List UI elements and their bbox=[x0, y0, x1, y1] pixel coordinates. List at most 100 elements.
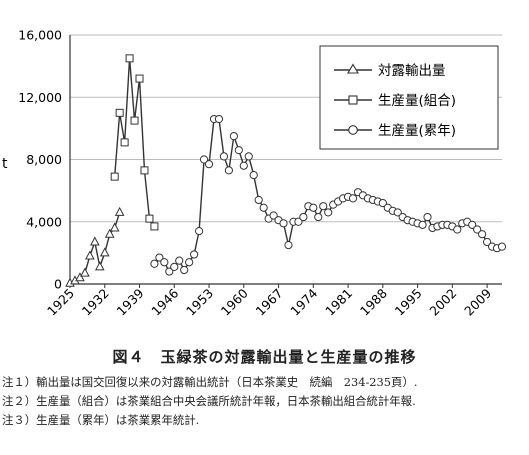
data-point bbox=[89, 236, 100, 246]
circle-marker-icon bbox=[348, 125, 358, 135]
y-axis-label: t bbox=[2, 156, 8, 172]
data-point bbox=[214, 114, 224, 124]
data-point bbox=[99, 247, 110, 257]
data-point bbox=[244, 152, 253, 161]
y-tick-label: 8,000 bbox=[26, 152, 62, 167]
series-2 bbox=[150, 114, 507, 276]
data-point bbox=[299, 212, 308, 222]
square-marker-icon bbox=[348, 95, 358, 105]
data-point bbox=[195, 226, 204, 236]
data-point bbox=[234, 146, 243, 155]
y-tick-label: 0 bbox=[54, 277, 62, 292]
axes bbox=[69, 35, 502, 288]
data-point bbox=[393, 208, 402, 217]
data-point bbox=[418, 220, 427, 229]
data-point bbox=[294, 217, 303, 226]
data-point bbox=[145, 214, 154, 223]
y-tick-labels: 0 4,000 8,000 12,000 16,000 bbox=[18, 28, 62, 292]
series-0 bbox=[65, 206, 125, 287]
data-series bbox=[65, 54, 507, 287]
data-point bbox=[284, 240, 293, 250]
x-tick-label: 1960 bbox=[218, 285, 251, 318]
data-point bbox=[219, 152, 229, 161]
legend: 対露輸出量 生産量(組合) 生産量(累年) bbox=[319, 45, 499, 150]
x-tick-label: 2009 bbox=[461, 285, 494, 318]
x-tick-label: 1953 bbox=[183, 286, 216, 319]
data-point bbox=[423, 212, 432, 222]
data-point bbox=[279, 219, 288, 228]
legend-item-production-union: 生産量(組合) bbox=[334, 93, 456, 109]
data-point bbox=[483, 237, 492, 247]
y-tick-label: 12,000 bbox=[18, 90, 62, 105]
note-1: 注１）輸出量は国交回復以来の対露輸出統計（日本茶業史 続編 234-235頁）. bbox=[2, 375, 418, 389]
data-point bbox=[130, 116, 139, 125]
x-tick-label: 1995 bbox=[392, 286, 425, 319]
data-point bbox=[150, 259, 159, 268]
data-point bbox=[259, 203, 268, 212]
x-tick-labels: 1925 1932 1939 1946 1953 1960 1967 1974 1981 1988… bbox=[44, 285, 494, 318]
legend-label-export: 対露輸出量 bbox=[378, 63, 446, 79]
data-point bbox=[120, 138, 129, 147]
data-point bbox=[170, 262, 179, 271]
data-point bbox=[165, 267, 174, 276]
data-point bbox=[378, 198, 387, 208]
x-tick-label: 1981 bbox=[322, 286, 355, 319]
data-point bbox=[453, 225, 462, 234]
data-point bbox=[348, 194, 358, 203]
data-point bbox=[239, 161, 248, 170]
data-point bbox=[75, 272, 85, 282]
data-point bbox=[478, 230, 487, 239]
data-point bbox=[314, 212, 323, 222]
data-point bbox=[155, 253, 164, 262]
data-point bbox=[269, 211, 278, 220]
y-tick-label: 4,000 bbox=[26, 214, 62, 229]
data-point bbox=[80, 267, 90, 277]
figure-notes: 注１）輸出量は国交回復以来の対露輸出統計（日本茶業史 続編 234-235頁）.… bbox=[2, 373, 417, 430]
data-point bbox=[110, 172, 119, 181]
figure-caption: 図４ 玉緑茶の対露輸出量と生産量の推移 bbox=[112, 348, 417, 366]
data-point bbox=[150, 222, 159, 231]
data-point bbox=[497, 242, 507, 251]
x-tick-label: 1932 bbox=[79, 286, 112, 319]
data-point bbox=[468, 220, 477, 229]
legend-item-export: 対露輸出量 bbox=[334, 63, 446, 79]
data-point bbox=[160, 258, 169, 267]
data-point bbox=[249, 170, 258, 180]
series-1 bbox=[110, 54, 159, 231]
x-tick-label: 2002 bbox=[426, 286, 459, 319]
note-3: 注３）生産量（累年）は茶業累年統計. bbox=[2, 413, 200, 427]
data-point bbox=[94, 261, 105, 271]
data-point bbox=[309, 203, 318, 212]
data-point bbox=[140, 166, 149, 175]
x-tick-label: 1974 bbox=[287, 285, 320, 318]
data-point bbox=[199, 155, 209, 164]
data-point bbox=[190, 250, 199, 259]
data-point bbox=[473, 225, 482, 234]
data-point bbox=[109, 222, 120, 232]
x-tick-label: 1939 bbox=[114, 285, 147, 318]
note-2: 注２）生産量（組合）は茶業組合中央会議所統計年報，日本茶輸出組合統計年報. bbox=[2, 394, 416, 408]
triangle-marker-icon bbox=[347, 63, 359, 74]
data-point bbox=[125, 54, 134, 63]
data-point bbox=[180, 265, 189, 275]
data-point bbox=[319, 202, 328, 211]
data-point bbox=[185, 258, 194, 267]
x-tick-label: 1946 bbox=[148, 285, 181, 318]
data-point bbox=[104, 228, 115, 238]
data-point bbox=[114, 206, 125, 216]
line-chart: 0 4,000 8,000 12,000 16,000 1925 1932 1939 1946… bbox=[2, 28, 507, 319]
series-line bbox=[69, 212, 121, 284]
legend-label-production-annual: 生産量(累年) bbox=[378, 123, 456, 139]
data-point bbox=[175, 256, 184, 265]
x-tick-label: 1988 bbox=[357, 285, 390, 318]
data-point bbox=[204, 160, 214, 169]
legend-label-production-union: 生産量(組合) bbox=[378, 93, 456, 109]
data-point bbox=[85, 250, 95, 260]
data-point bbox=[229, 132, 238, 141]
data-point bbox=[224, 166, 233, 175]
data-point bbox=[115, 108, 124, 117]
x-tick-label: 1967 bbox=[253, 286, 286, 319]
legend-item-production-annual: 生産量(累年) bbox=[334, 123, 456, 139]
x-tick-label: 1925 bbox=[44, 286, 77, 319]
y-tick-label: 16,000 bbox=[18, 28, 62, 43]
